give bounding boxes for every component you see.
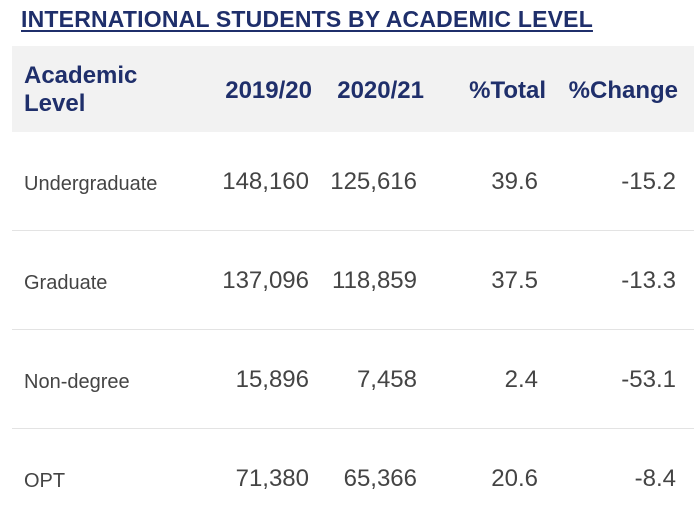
column-header-2020-21: 2020/21 (337, 77, 424, 104)
cell-percent-total: 39.6 (491, 168, 538, 195)
column-header-academic-level: Academic Level (24, 62, 138, 117)
cell-2019-20: 148,160 (222, 168, 309, 195)
cell-percent-total: 20.6 (491, 465, 538, 492)
cell-2019-20: 71,380 (235, 465, 309, 492)
table-header: Academic Level 2019/20 2020/21 %Total %C… (12, 46, 694, 132)
cell-2019-20: 137,096 (222, 267, 309, 294)
column-header-2019-20: 2019/20 (225, 77, 312, 104)
column-header-percent-total: %Total (469, 77, 546, 104)
column-header-percent-change: %Change (568, 77, 678, 104)
table-row: Undergraduate 148,160 125,616 39.6 -15.2 (12, 132, 694, 231)
page-title: INTERNATIONAL STUDENTS BY ACADEMIC LEVEL (21, 6, 593, 32)
cell-2020-21: 125,616 (330, 168, 417, 195)
cell-percent-change: -13.3 (621, 267, 676, 294)
cell-2020-21: 65,366 (343, 465, 417, 492)
cell-percent-total: 37.5 (491, 267, 538, 294)
table-row: Graduate 137,096 118,859 37.5 -13.3 (12, 231, 694, 330)
table-row: Non-degree 15,896 7,458 2.4 -53.1 (12, 330, 694, 429)
cell-percent-total: 2.4 (504, 366, 538, 393)
cell-level: Graduate (24, 272, 108, 294)
cell-2020-21: 118,859 (332, 267, 417, 294)
cell-percent-change: -15.2 (621, 168, 676, 195)
cell-percent-change: -8.4 (634, 465, 676, 492)
cell-level: Undergraduate (24, 173, 158, 195)
academic-level-table: Academic Level 2019/20 2020/21 %Total %C… (12, 46, 694, 527)
cell-percent-change: -53.1 (621, 366, 676, 393)
cell-level: OPT (24, 470, 66, 492)
cell-2020-21: 7,458 (356, 366, 417, 393)
table-row: OPT 71,380 65,366 20.6 -8.4 (12, 429, 694, 527)
cell-2019-20: 15,896 (235, 366, 309, 393)
cell-level: Non-degree (24, 371, 130, 393)
